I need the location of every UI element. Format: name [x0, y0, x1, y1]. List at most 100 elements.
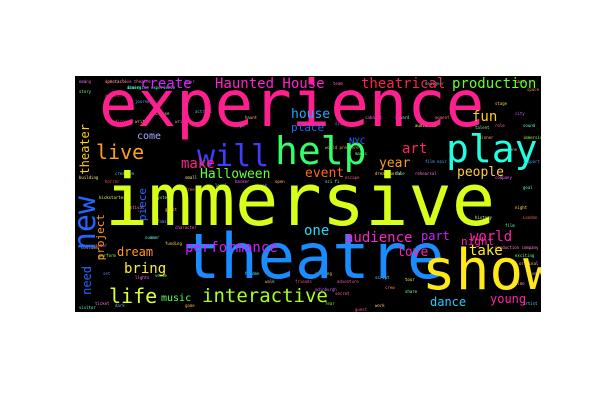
small-word: team	[333, 81, 343, 86]
small-word: world premiere	[325, 145, 359, 150]
small-word: production company	[495, 245, 539, 250]
small-word: creative	[115, 171, 135, 176]
small-word: cast	[515, 79, 525, 84]
small-word: history	[475, 215, 492, 220]
word-interactive: interactive	[202, 285, 328, 307]
small-word: spectacle	[105, 79, 127, 84]
word-performance: performance	[185, 240, 278, 256]
small-word: ghost	[165, 207, 178, 212]
small-word: perform	[99, 253, 116, 258]
word-people: people	[457, 165, 504, 180]
small-word: funding	[165, 241, 182, 246]
small-word: summer	[145, 235, 160, 240]
word-event: event	[305, 166, 345, 181]
small-word: using	[79, 79, 92, 84]
word-will: will	[197, 139, 270, 174]
small-word: stage	[495, 101, 508, 106]
small-word: space	[527, 87, 540, 92]
small-word: night	[515, 205, 528, 210]
small-word: sci fi	[325, 179, 340, 184]
small-word: talent	[475, 125, 490, 130]
word-create: create	[141, 76, 192, 92]
small-word: role	[495, 123, 505, 128]
small-word: share	[405, 289, 418, 294]
word-theater: theater	[78, 124, 92, 175]
word-play: play	[446, 127, 538, 171]
small-word: lights	[135, 275, 150, 280]
small-word: writer	[135, 119, 150, 124]
small-word: site	[335, 121, 345, 126]
small-word: immersive experience	[127, 85, 176, 90]
small-word: director	[115, 119, 135, 124]
small-word: escape	[345, 175, 360, 180]
small-word: room	[527, 271, 537, 276]
word-music: music	[161, 293, 192, 304]
word-nyc: NYC	[349, 137, 366, 147]
small-word: dark	[115, 303, 125, 308]
small-word: London	[523, 215, 538, 220]
small-word: festival	[125, 205, 145, 210]
word-show: show	[422, 238, 541, 303]
small-word: film noir	[425, 159, 447, 164]
word-night: night	[461, 235, 495, 248]
small-word: edinburgh	[315, 287, 337, 292]
word-take: take	[469, 243, 503, 259]
small-word: opening	[315, 271, 332, 276]
small-word: interactive theatre	[105, 79, 151, 84]
small-word: cabaret	[365, 115, 382, 120]
small-word: hidden	[245, 271, 260, 276]
small-word: tale	[395, 171, 405, 176]
small-word: hour	[185, 79, 195, 84]
word-one: one	[304, 223, 330, 239]
small-word: character	[175, 225, 197, 230]
small-word: free	[185, 187, 195, 192]
small-word: tour	[405, 277, 415, 282]
small-word: visitor	[79, 305, 96, 310]
small-word: actors	[105, 93, 120, 98]
small-word: film	[505, 223, 515, 228]
word-year: year	[379, 156, 411, 171]
word-piece: piece	[136, 188, 149, 222]
word-immersive: immersive	[105, 158, 496, 242]
small-word: haunt	[245, 115, 258, 120]
small-word: guest	[355, 307, 368, 312]
small-word: magic	[355, 151, 368, 156]
word-experience: experience	[99, 76, 485, 142]
small-word: set	[103, 271, 111, 276]
small-word: walk	[265, 279, 275, 284]
small-word: local	[215, 183, 228, 188]
small-word: city	[515, 111, 525, 116]
small-word: small	[185, 175, 198, 180]
word-halloween: Halloween	[200, 167, 271, 182]
word-bring: bring	[124, 261, 167, 277]
small-word: sound	[523, 123, 536, 128]
word-theatre: theatre	[183, 220, 445, 293]
small-word: hope	[235, 123, 245, 128]
small-word: story	[79, 89, 92, 94]
word-project: project	[94, 214, 107, 261]
small-word: designer	[425, 81, 445, 86]
word-production: production	[452, 76, 537, 92]
small-word: artist	[523, 301, 538, 306]
small-word: thank	[255, 183, 268, 188]
small-word: venue	[155, 273, 168, 278]
small-word: original	[519, 261, 539, 266]
word-come: come	[137, 131, 162, 142]
small-word: adventure	[337, 279, 359, 284]
small-word: game	[185, 303, 195, 308]
small-word: kickstarter	[99, 195, 126, 200]
small-word: friends	[295, 279, 312, 284]
word-audience: audience	[345, 230, 413, 246]
word-love: love	[397, 245, 429, 260]
word-place: place	[291, 121, 325, 134]
word-young: young	[490, 292, 527, 306]
small-word: company	[495, 175, 512, 180]
small-word: time	[515, 281, 525, 286]
small-word: crew	[385, 285, 395, 290]
small-word: scene	[505, 147, 518, 152]
small-word: moment	[435, 115, 450, 120]
small-word: building	[79, 175, 99, 180]
small-word: goal	[523, 185, 533, 190]
small-word: unique	[225, 105, 240, 110]
small-word: dining	[127, 85, 142, 90]
